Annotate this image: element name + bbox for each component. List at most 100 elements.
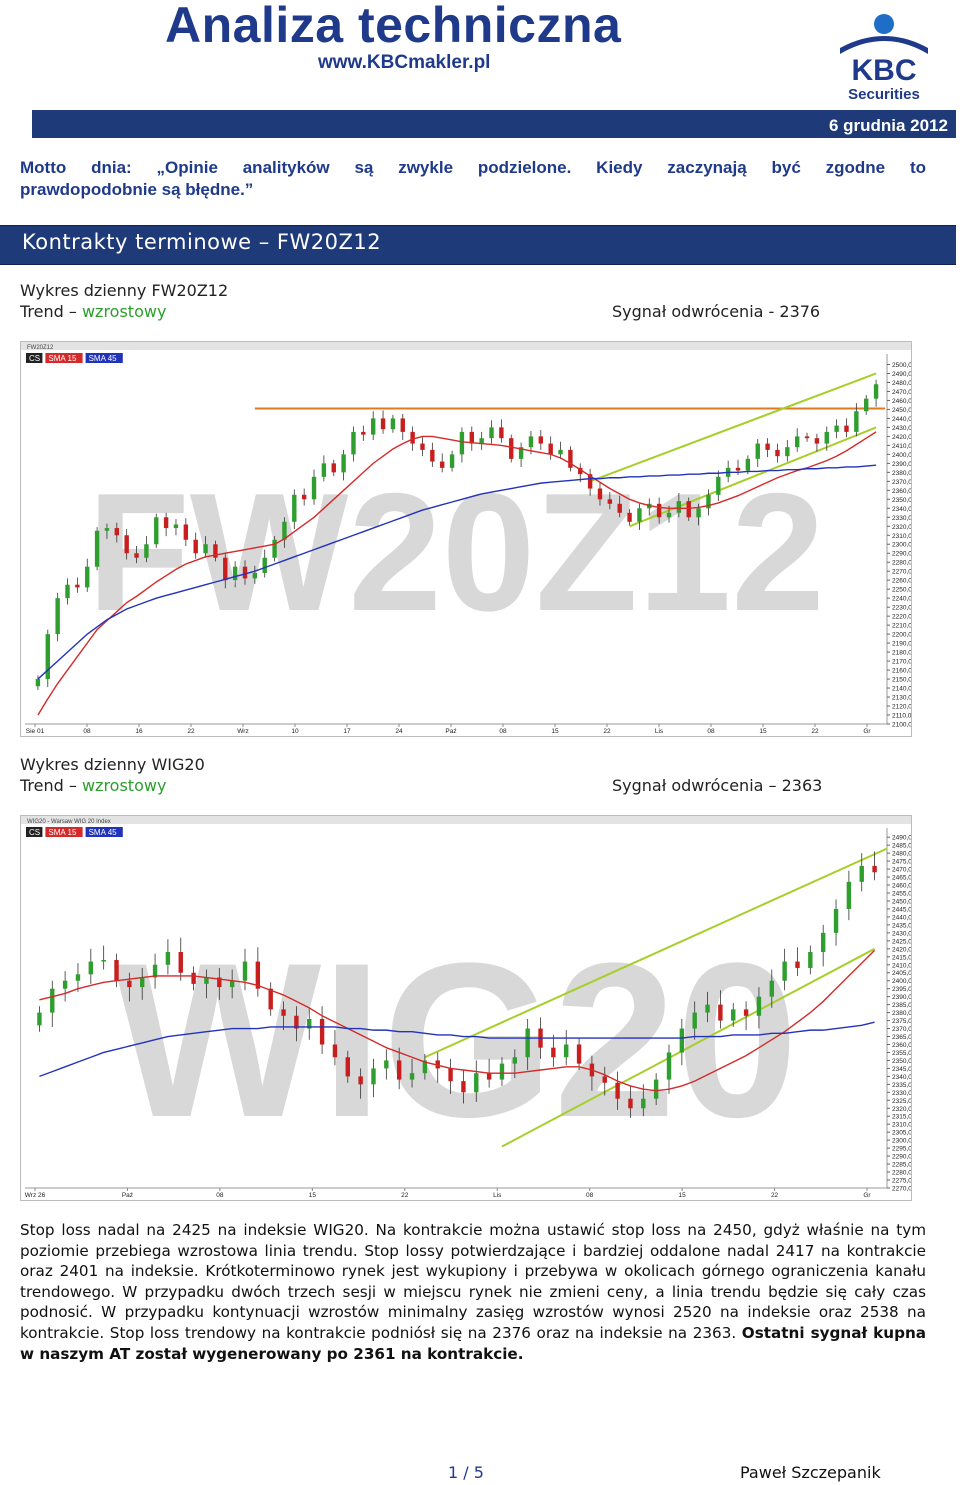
candle-body (311, 476, 317, 500)
candle-body (152, 964, 158, 978)
svg-text:KBC: KBC (852, 54, 917, 87)
candle-body (55, 598, 60, 635)
candle-body (449, 454, 455, 468)
y-tick-label: 2370,00 (892, 479, 912, 486)
candle-body (461, 1081, 466, 1093)
candle-body (499, 1063, 505, 1080)
candle-body (676, 501, 682, 513)
candle-body (641, 1098, 646, 1109)
candle-body (548, 443, 553, 455)
candle-body (165, 952, 171, 965)
trend-channel-line-1 (424, 847, 888, 1059)
y-tick-label: 2230,00 (892, 605, 912, 612)
candle-body (331, 463, 336, 473)
y-tick-label: 2310,00 (892, 533, 912, 540)
trend-channel-line-1 (589, 372, 877, 483)
legend-swatch (26, 353, 43, 363)
analysis-bold-text: Ostatni sygnał kupna w naszym AT został … (20, 1323, 927, 1363)
candle-body (332, 1044, 338, 1058)
x-tick-label: 17 (343, 728, 351, 735)
x-tick-label: 15 (678, 1192, 686, 1199)
candle-body (795, 961, 800, 968)
chart1-trend: Trend – wzrostowy (20, 302, 166, 321)
sma15-line (39, 949, 876, 1092)
y-tick-label: 2290,00 (892, 1154, 912, 1161)
candle-body (756, 996, 762, 1016)
legend-swatch (45, 353, 83, 363)
legend-entry: CS (29, 354, 40, 363)
y-tick-label: 2470,00 (892, 389, 912, 396)
x-tick-label: Gr (863, 1192, 871, 1199)
candle-body (380, 418, 386, 430)
candle-body (578, 467, 583, 475)
candle-body (35, 679, 41, 687)
y-tick-label: 2430,00 (892, 930, 912, 937)
y-tick-label: 2440,00 (892, 416, 912, 423)
y-tick-label: 2110,00 (892, 713, 912, 720)
y-tick-label: 2270,00 (892, 569, 912, 576)
y-tick-label: 2330,00 (892, 515, 912, 522)
y-tick-label: 2300,00 (892, 1138, 912, 1145)
candle-body (384, 1060, 389, 1069)
candle-body (178, 952, 183, 973)
y-tick-label: 2160,00 (892, 668, 912, 675)
x-tick-label: 22 (401, 1192, 409, 1199)
candle-body (204, 977, 209, 984)
candle-body (834, 425, 839, 432)
candle-body (782, 961, 787, 981)
y-tick-label: 2250,00 (892, 587, 912, 594)
candle-body (765, 443, 770, 450)
candle-body (420, 443, 425, 450)
candle-body (755, 443, 760, 459)
candle-body (252, 573, 258, 579)
y-tick-label: 2450,00 (892, 407, 912, 414)
candle-body (65, 584, 70, 599)
candle-body (576, 1044, 582, 1064)
candle-body (191, 972, 196, 984)
trend-channel-line-2 (501, 947, 876, 1148)
y-tick-label: 2210,00 (892, 623, 912, 630)
candle-body (602, 1076, 607, 1083)
candle-body (656, 503, 662, 518)
chart-title: FW20Z12 (27, 345, 54, 351)
candle-body (124, 535, 129, 554)
y-tick-label: 2370,00 (892, 1026, 912, 1033)
x-tick-label: Wrz 26 (25, 1192, 46, 1199)
y-tick-label: 2420,00 (892, 946, 912, 953)
candle-body (282, 521, 287, 540)
analysis-paragraph: Stop loss nadal na 2425 na indeksie WIG2… (20, 1220, 926, 1364)
candle-body (518, 447, 524, 459)
candle-body (538, 436, 544, 444)
section-bar (0, 225, 956, 265)
y-tick-label: 2360,00 (892, 1042, 912, 1049)
candle-body (94, 530, 100, 567)
y-tick-label: 2295,00 (892, 1146, 912, 1153)
candle-body (183, 524, 189, 540)
legend-entry: SMA 45 (89, 828, 118, 837)
candle-body (217, 977, 222, 988)
candle-body (213, 544, 218, 558)
wig20-chart: WIG20 - Warsaw WIG 20 Index WIG20 CS SMA 15… (20, 815, 912, 1201)
legend-entry: SMA 15 (48, 828, 77, 837)
y-tick-label: 2140,00 (892, 686, 912, 693)
candle-body (229, 980, 235, 988)
candle-body (255, 961, 261, 989)
section-title: Kontrakty terminowe – FW20Z12 (22, 230, 382, 254)
candle-body (686, 501, 691, 518)
website-url[interactable]: www.KBCmakler.pl (318, 52, 491, 73)
candle-body (666, 512, 672, 518)
x-tick-label: 15 (551, 728, 559, 735)
y-tick-label: 2450,00 (892, 898, 912, 905)
y-tick-label: 2345,00 (892, 1066, 912, 1073)
candle-body (345, 1057, 350, 1077)
y-tick-label: 2325,00 (892, 1098, 912, 1105)
candle-body (469, 431, 474, 444)
candle-body (281, 1009, 286, 1016)
candle-body (873, 384, 879, 399)
x-tick-label: 15 (309, 1192, 317, 1199)
y-tick-label: 2415,00 (892, 954, 912, 961)
chart2-trend: Trend – wzrostowy (20, 776, 166, 795)
y-tick-label: 2435,00 (892, 922, 912, 929)
candle-body (706, 494, 711, 509)
y-tick-label: 2460,00 (892, 398, 912, 405)
